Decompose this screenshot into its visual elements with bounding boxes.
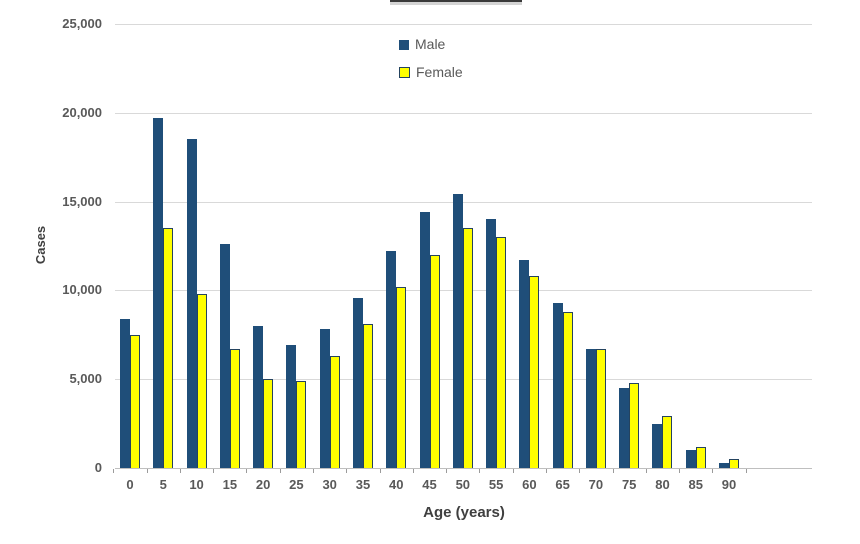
- gridline-20,000: [115, 112, 812, 114]
- female-series-swatch-icon: [399, 67, 410, 78]
- bar-female-age-80: [662, 416, 673, 468]
- x-tick-label-75: 75: [621, 477, 637, 492]
- x-axis-tick-mark: [412, 469, 414, 473]
- x-tick-label-30: 30: [322, 477, 337, 492]
- bar-female-age-20: [263, 379, 274, 468]
- male-series-swatch-icon: [399, 39, 409, 50]
- x-axis-tick-mark: [246, 469, 248, 473]
- x-axis-tick-mark: [546, 469, 547, 473]
- bar-male-age-60: [519, 260, 530, 468]
- y-tick-label: 25,000: [62, 16, 102, 31]
- x-axis-tick-mark: [512, 469, 514, 473]
- bar-male-age-25: [286, 345, 297, 468]
- x-axis-tick-mark: [313, 469, 315, 473]
- x-tick-label-40: 40: [389, 477, 404, 492]
- bar-male-age-0: [120, 318, 130, 468]
- bar-male-age-35: [352, 297, 363, 468]
- bar-female-age-5: [163, 228, 174, 468]
- y-tick-label: 20,000: [62, 104, 102, 120]
- x-axis-tick-mark: [213, 469, 215, 473]
- bar-female-age-30: [329, 356, 340, 468]
- legend-item-female: Female: [399, 65, 463, 80]
- bar-male-age-70: [585, 349, 596, 468]
- x-tick-label-5: 5: [159, 477, 167, 492]
- bar-female-age-40: [396, 286, 407, 468]
- bar-male-age-10: [186, 139, 197, 468]
- bar-male-age-90: [719, 462, 730, 468]
- bar-male-age-5: [153, 118, 164, 468]
- bar-female-age-60: [529, 276, 540, 468]
- x-axis-tick-mark: [745, 469, 747, 473]
- x-tick-label-60: 60: [522, 477, 537, 492]
- x-axis-tick-mark: [179, 469, 181, 473]
- y-tick-label: 5,000: [69, 371, 102, 387]
- bar-female-age-70: [595, 349, 606, 468]
- x-axis-tick-mark: [279, 469, 281, 473]
- bar-male-age-40: [386, 251, 397, 468]
- x-axis-tick-mark: [679, 469, 681, 473]
- x-axis-tick-mark: [712, 469, 714, 473]
- cropped-title-fragment: [390, 0, 522, 5]
- x-axis-tick-mark: [579, 469, 581, 473]
- bar-female-age-55: [496, 237, 507, 468]
- bar-female-age-0: [130, 334, 140, 468]
- bar-female-age-50: [462, 228, 473, 468]
- bar-male-age-85: [685, 450, 696, 468]
- x-axis-tick-mark: [113, 469, 115, 473]
- x-tick-label-65: 65: [555, 477, 570, 492]
- y-tick-label: 15,000: [62, 193, 102, 209]
- bar-female-age-85: [695, 446, 706, 468]
- x-axis-tick-mark: [479, 469, 481, 473]
- x-tick-label-25: 25: [289, 477, 304, 492]
- x-axis-tick-mark: [446, 469, 448, 473]
- legend-label-female: Female: [416, 64, 463, 80]
- y-axis-title: Cases: [33, 225, 48, 265]
- x-axis-tick-mark: [645, 469, 647, 473]
- x-tick-label-35: 35: [355, 477, 371, 492]
- x-axis-tick-mark: [346, 469, 348, 473]
- legend: Male Female: [399, 37, 463, 93]
- legend-label-male: Male: [415, 36, 446, 52]
- x-tick-label-80: 80: [655, 477, 670, 492]
- bar-female-age-90: [729, 459, 740, 468]
- x-axis-tick-mark: [379, 469, 381, 473]
- bar-male-age-45: [419, 212, 430, 468]
- bar-male-age-80: [652, 423, 663, 468]
- x-tick-label-85: 85: [688, 477, 703, 492]
- legend-item-male: Male: [399, 37, 463, 52]
- bar-male-age-50: [452, 194, 463, 468]
- x-tick-label-10: 10: [189, 477, 204, 492]
- bar-female-age-10: [196, 293, 207, 468]
- x-tick-label-55: 55: [488, 477, 504, 492]
- x-tick-label-20: 20: [255, 477, 271, 492]
- x-tick-label-90: 90: [721, 477, 737, 492]
- bar-female-age-75: [629, 382, 640, 468]
- bar-male-age-55: [486, 219, 497, 468]
- gridline-25,000: [115, 24, 812, 25]
- x-axis-line: [115, 468, 812, 469]
- x-tick-label-50: 50: [455, 477, 471, 492]
- bar-female-age-45: [429, 254, 440, 468]
- y-tick-label: 10,000: [62, 282, 102, 298]
- x-axis-tick-mark: [146, 469, 148, 473]
- bar-female-age-25: [296, 380, 307, 468]
- x-tick-label-0: 0: [126, 477, 134, 492]
- x-tick-label-15: 15: [222, 477, 238, 492]
- x-axis-tick-mark: [612, 469, 614, 473]
- bar-male-age-15: [219, 244, 230, 468]
- bar-female-age-15: [229, 349, 240, 468]
- gridline-15,000: [115, 201, 812, 203]
- bar-male-age-75: [619, 388, 630, 468]
- x-tick-label-70: 70: [588, 477, 604, 492]
- bar-male-age-65: [552, 302, 563, 468]
- x-tick-label-45: 45: [422, 477, 437, 492]
- y-tick-label: 0: [94, 460, 102, 475]
- x-axis-title: Age (years): [423, 504, 505, 521]
- bar-female-age-65: [562, 311, 573, 468]
- bar-female-age-35: [362, 324, 373, 468]
- bar-male-age-30: [319, 329, 330, 468]
- bar-male-age-20: [253, 325, 264, 468]
